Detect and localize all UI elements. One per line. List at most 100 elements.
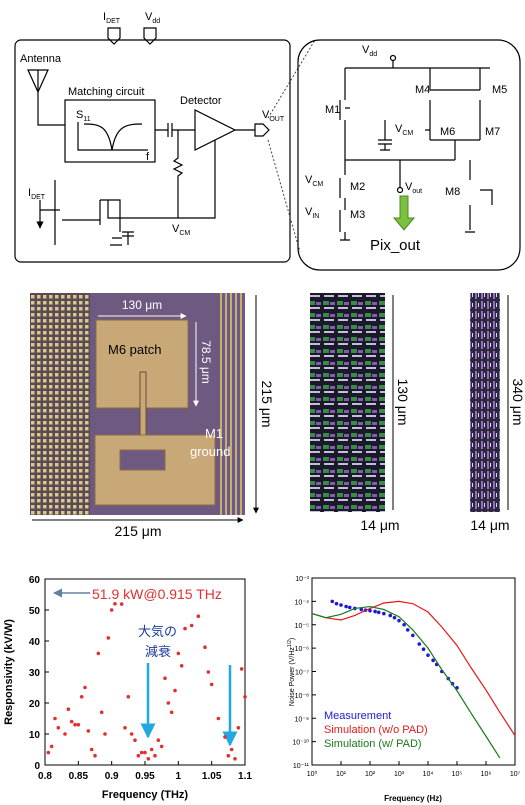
point xyxy=(417,642,421,646)
point xyxy=(113,602,117,606)
point xyxy=(93,754,97,758)
x-tick-label: 0.95 xyxy=(135,771,155,782)
point xyxy=(130,732,134,736)
y-tick-label: 30 xyxy=(29,668,41,679)
point xyxy=(197,614,201,618)
point xyxy=(120,602,124,606)
legend-entry: Simulation (w/ PAD) xyxy=(324,738,422,750)
x-tick-label: 1.1 xyxy=(238,771,252,782)
label: 130 μm xyxy=(395,379,411,426)
point xyxy=(227,754,231,758)
label: M7 xyxy=(485,126,500,138)
point xyxy=(77,723,81,727)
label: M6 xyxy=(440,126,455,138)
antenna xyxy=(28,70,65,125)
point xyxy=(100,711,104,715)
point xyxy=(393,616,397,620)
point xyxy=(97,652,101,656)
x-tick-label: 0.8 xyxy=(38,771,52,782)
plot-frame xyxy=(45,579,245,765)
point xyxy=(210,683,214,687)
layout-a xyxy=(310,293,385,512)
x-tick-label: 10¹ xyxy=(336,771,347,778)
rails xyxy=(220,293,245,515)
axis-label: Frequency (THz) xyxy=(102,789,189,801)
label: M3 xyxy=(350,209,365,221)
point xyxy=(373,610,377,614)
point xyxy=(143,751,147,755)
label: M4 xyxy=(415,84,430,96)
label: 215 μm xyxy=(259,381,275,428)
point xyxy=(388,614,392,618)
label: f xyxy=(146,151,150,163)
point xyxy=(157,738,161,742)
point xyxy=(330,600,334,604)
label: M8 xyxy=(445,186,460,198)
label: M6 patch xyxy=(108,342,161,357)
point xyxy=(67,707,71,711)
y-tick-label: 10⁻¹⁰ xyxy=(292,739,309,747)
point xyxy=(70,720,74,724)
label: M5 xyxy=(492,84,507,96)
x-tick-label: 10⁰ xyxy=(307,770,318,778)
point xyxy=(243,695,247,699)
x-tick-label: 10⁴ xyxy=(423,771,434,778)
point xyxy=(377,611,381,615)
label: Pix_out xyxy=(370,237,421,254)
axis-label: Frequency (Hz) xyxy=(384,794,442,803)
point xyxy=(426,653,430,657)
label: ground xyxy=(190,444,230,459)
point xyxy=(233,757,237,761)
point xyxy=(170,711,174,715)
bias-wires xyxy=(40,130,215,245)
point xyxy=(50,745,54,749)
label: IDET xyxy=(103,11,121,25)
point xyxy=(127,695,131,699)
point xyxy=(63,732,67,736)
label: IDET xyxy=(28,187,46,201)
point xyxy=(203,645,207,649)
y-tick-label: 10⁻⁷ xyxy=(295,670,309,677)
point xyxy=(133,738,137,742)
point xyxy=(83,686,87,690)
label: M1 xyxy=(325,104,340,116)
x-tick-label: 1.05 xyxy=(202,771,222,782)
label: Vout xyxy=(405,181,422,195)
point xyxy=(57,726,61,730)
label: S11 xyxy=(76,109,91,123)
label: 78.5 μm xyxy=(199,340,213,384)
micrograph: 130 μm 78.5 μm M6 patch M1 ground 215 μm… xyxy=(30,293,525,539)
point xyxy=(397,619,401,623)
point xyxy=(47,751,51,755)
point xyxy=(223,735,227,739)
layout-b xyxy=(470,293,500,512)
point xyxy=(160,745,164,749)
label: M2 xyxy=(350,181,365,193)
point xyxy=(80,695,84,699)
io-region xyxy=(30,293,90,515)
noise-chart: Noise Power (V/Hz1/2) Frequency (Hz) 10⁻… xyxy=(287,576,521,803)
point xyxy=(123,726,127,730)
y-tick-label: 10⁻³ xyxy=(295,576,309,583)
x-tick-label: 0.9 xyxy=(105,771,119,782)
point xyxy=(237,726,241,730)
point xyxy=(53,717,57,721)
point xyxy=(140,751,144,755)
y-tick-label: 10⁻⁶ xyxy=(295,646,309,653)
point xyxy=(240,667,244,671)
point xyxy=(107,636,111,640)
legend-entry: Measurement xyxy=(324,710,391,722)
y-tick-label: 10⁻¹¹ xyxy=(293,763,310,770)
y-tick-label: 50 xyxy=(29,606,41,617)
y-tick-label: 40 xyxy=(29,637,41,648)
x-tick-label: 10² xyxy=(365,771,376,778)
label: Antenna xyxy=(20,53,62,65)
label: VIN xyxy=(305,206,319,220)
label: 130 μm xyxy=(122,298,162,312)
y-tick-label: 10⁻⁴ xyxy=(295,599,310,606)
y-tick-label: 20 xyxy=(29,699,41,710)
point xyxy=(207,670,211,674)
label: VCM xyxy=(395,123,413,137)
point xyxy=(382,612,386,616)
y-tick-label: 10⁻⁵ xyxy=(295,623,309,630)
